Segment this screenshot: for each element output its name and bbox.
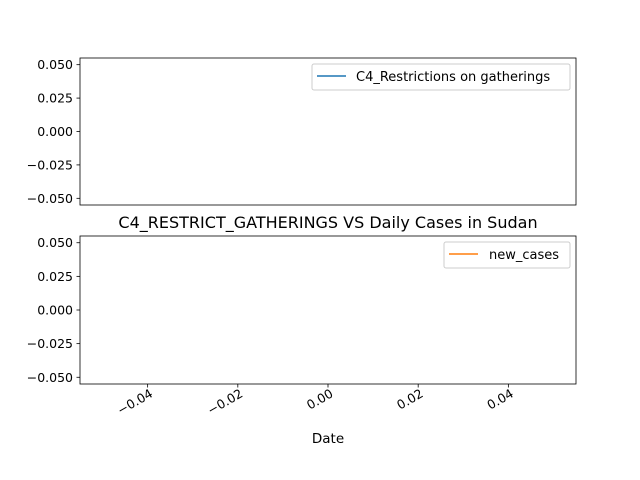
top-y-tick-label: 0.050 (37, 57, 73, 72)
top-legend-box (311, 63, 571, 91)
bottom-legend-box (443, 241, 571, 269)
top-subplot: 0.050 0.025 0.000 −0.025 −0.050 C4_Restricti… (27, 57, 577, 206)
bottom-y-tick-label: 0.000 (37, 303, 73, 318)
bottom-legend: new_cases (443, 241, 571, 269)
chart-title: C4_RESTRICT_GATHERINGS VS Daily Cases in… (118, 213, 537, 233)
top-legend-label: C4_Restrictions on gatherings (356, 70, 550, 85)
bottom-axes-frame (79, 235, 577, 385)
bottom-legend-label: new_cases (489, 248, 559, 263)
top-y-tick-label: 0.000 (37, 124, 73, 139)
top-y-tick-label: 0.025 (37, 91, 73, 106)
bottom-y-ticks: 0.050 0.025 0.000 −0.025 −0.050 (27, 235, 80, 385)
top-y-tick-label: −0.050 (27, 191, 73, 206)
top-legend: C4_Restrictions on gatherings (311, 63, 571, 91)
bottom-y-tick-label: −0.050 (27, 370, 73, 385)
bottom-y-tick-label: 0.050 (37, 235, 73, 250)
top-y-tick-label: −0.025 (27, 157, 73, 172)
top-axes-frame (79, 57, 577, 206)
bottom-subplot: C4_RESTRICT_GATHERINGS VS Daily Cases in… (27, 213, 577, 447)
bottom-y-tick-label: −0.025 (27, 336, 73, 351)
x-axis-label: Date (312, 431, 344, 447)
bottom-y-tick-label: 0.025 (37, 269, 73, 284)
top-y-ticks: 0.050 0.025 0.000 −0.025 −0.050 (27, 57, 80, 206)
